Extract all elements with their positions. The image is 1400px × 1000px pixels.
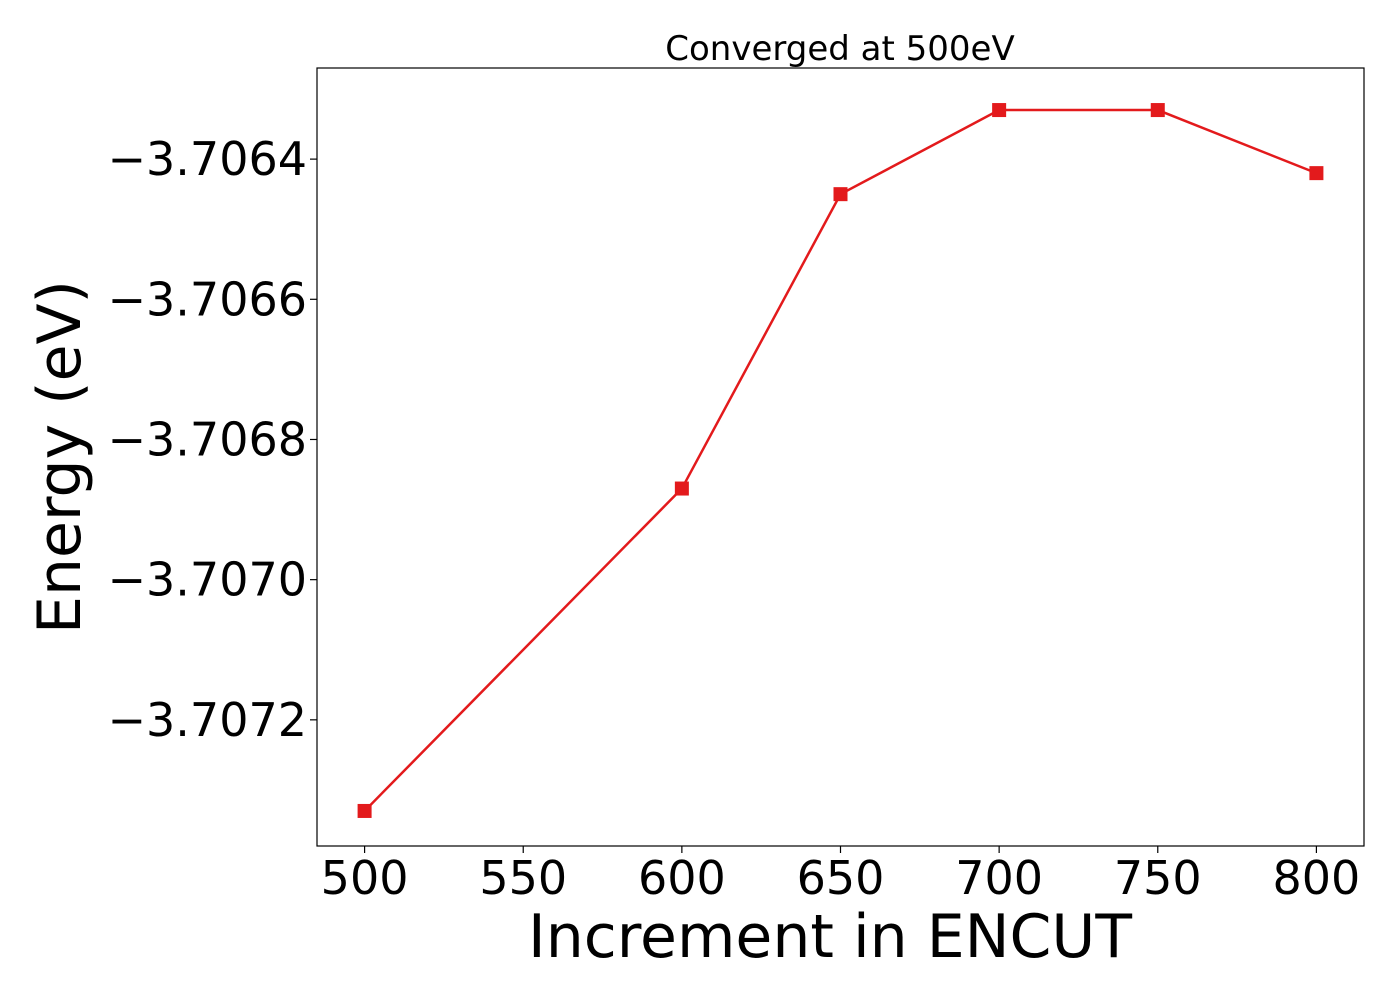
x-tick-label: 650 (797, 851, 885, 905)
data-point (357, 803, 372, 818)
y-tick-label: −3.7070 (108, 553, 308, 607)
y-axis: −3.7064 −3.7066 −3.7068 −3.7070 −3.7072 (108, 132, 317, 747)
x-tick-label: 500 (321, 851, 409, 905)
data-point (992, 103, 1007, 118)
series-line (363, 108, 1317, 812)
data-point (833, 187, 848, 202)
y-tick-label: −3.7068 (108, 412, 308, 466)
plot-area (316, 67, 1365, 847)
x-tick-label: 750 (1114, 851, 1202, 905)
x-axis: 500 550 600 650 700 750 800 (321, 846, 1361, 905)
series-layer (357, 103, 1324, 818)
y-tick-label: −3.7072 (108, 693, 308, 747)
x-tick-label: 700 (955, 851, 1043, 905)
x-tick-label: 550 (479, 851, 567, 905)
x-tick-label: 800 (1273, 851, 1361, 905)
x-tick-label: 600 (638, 851, 726, 905)
data-point (1150, 103, 1165, 118)
y-tick-label: −3.7064 (108, 132, 308, 186)
chart-title: Converged at 500eV (665, 29, 1014, 69)
x-axis-label: Increment in ENCUT (528, 902, 1132, 972)
y-axis-label: Energy (eV) (25, 280, 95, 634)
data-point (674, 481, 689, 496)
data-point (1309, 166, 1324, 181)
y-tick-label: −3.7066 (108, 272, 308, 326)
